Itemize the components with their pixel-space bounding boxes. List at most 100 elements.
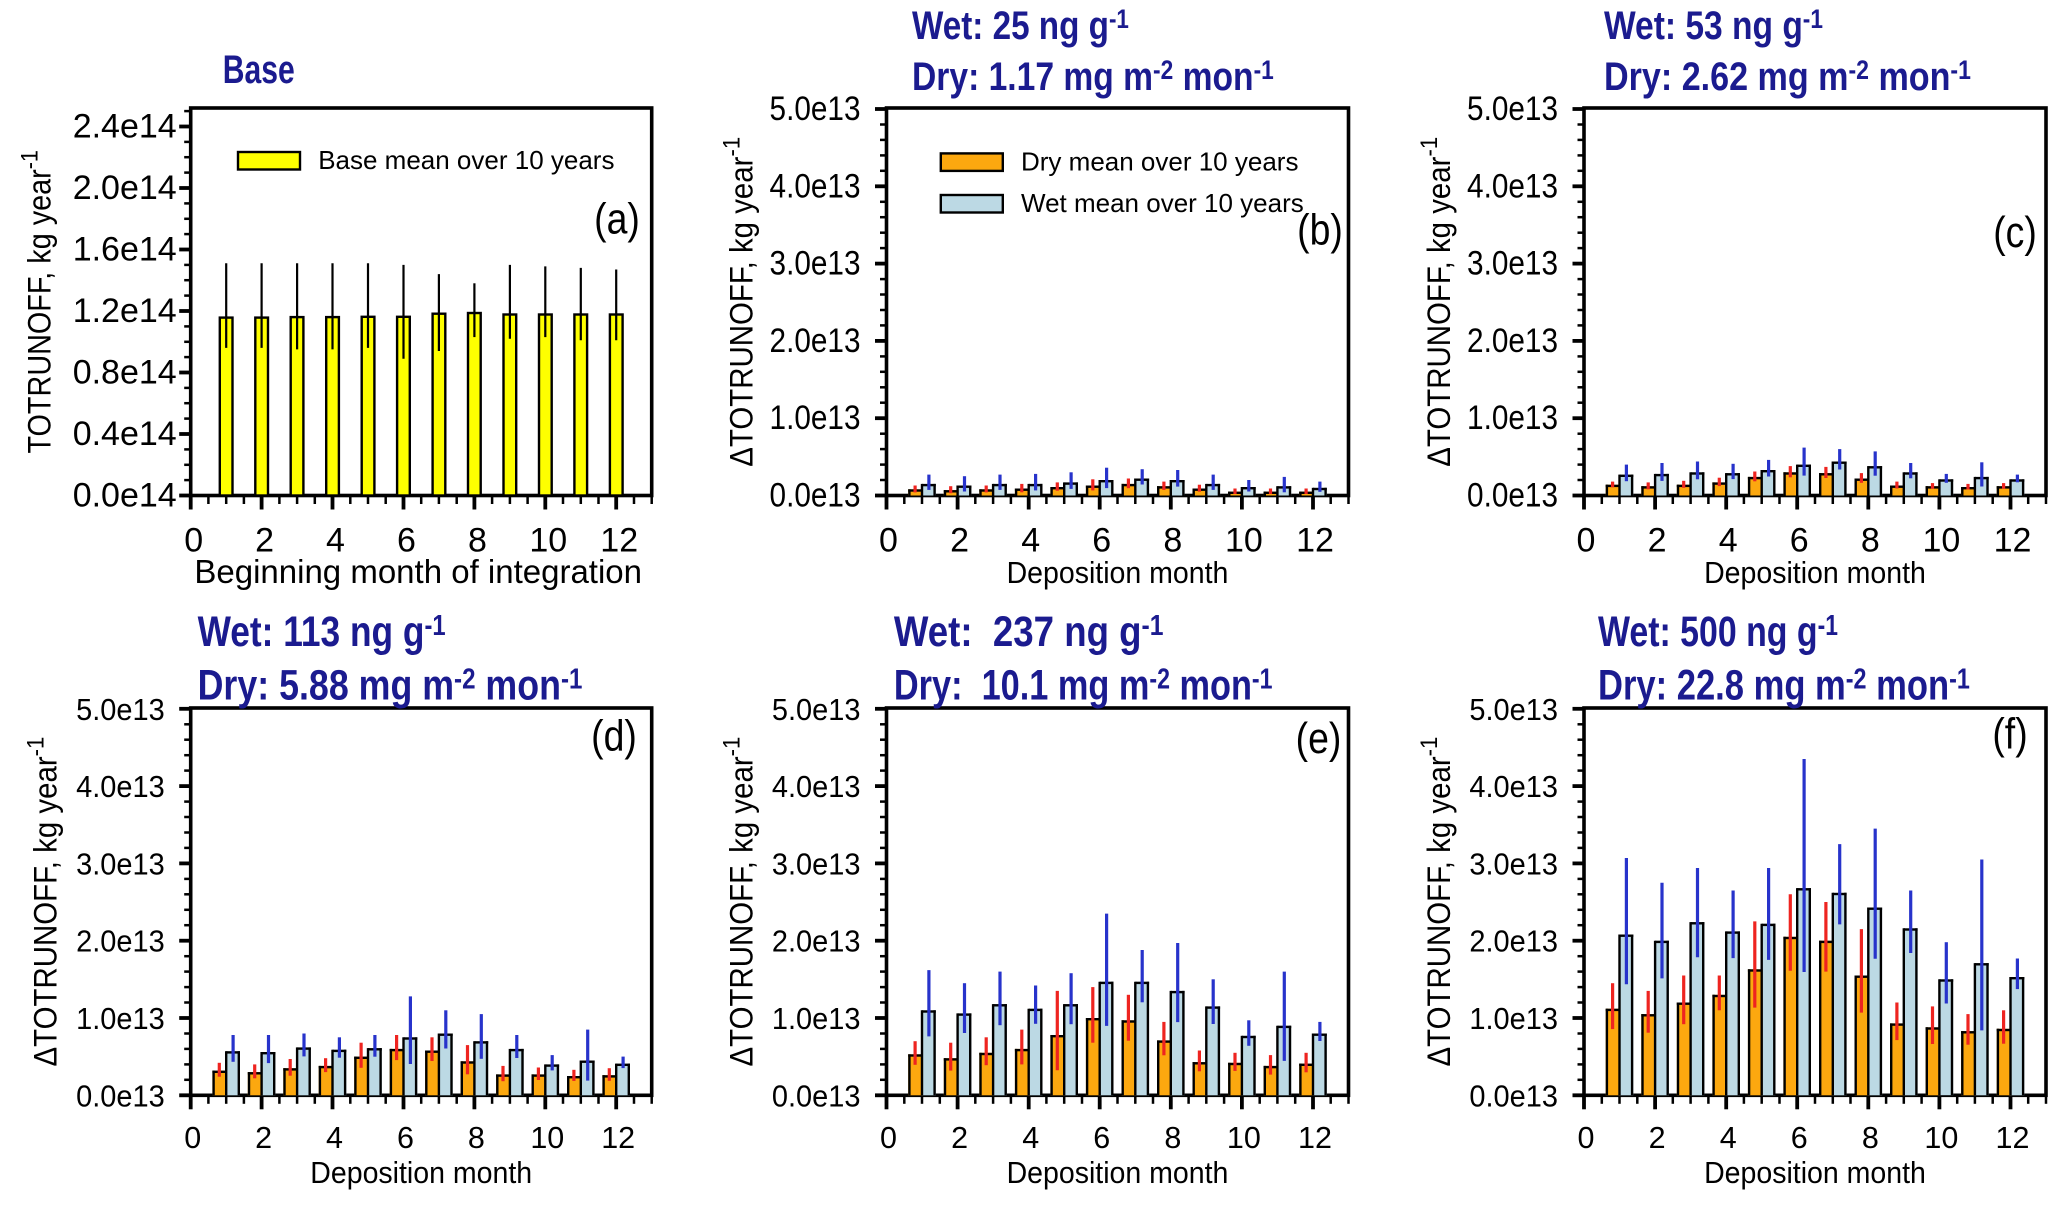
svg-text:0.0e14: 0.0e14 xyxy=(73,477,177,515)
svg-text:2.0e14: 2.0e14 xyxy=(73,169,177,207)
svg-text:4: 4 xyxy=(1021,522,1040,560)
svg-text:ΔTOTRUNOFF, kg year-1: ΔTOTRUNOFF, kg year-1 xyxy=(1415,137,1457,467)
svg-text:12: 12 xyxy=(1994,522,2032,560)
svg-text:4: 4 xyxy=(326,522,345,560)
svg-text:3.0e13: 3.0e13 xyxy=(770,244,861,282)
svg-text:4: 4 xyxy=(1720,1121,1737,1155)
svg-text:8: 8 xyxy=(1862,1121,1879,1155)
svg-text:(a): (a) xyxy=(594,194,640,244)
svg-text:Deposition month: Deposition month xyxy=(1704,556,1926,590)
svg-text:2.0e13: 2.0e13 xyxy=(1469,925,1558,959)
svg-text:Wet: 113 ng g-1: Wet: 113 ng g-1 xyxy=(198,608,446,656)
svg-text:10: 10 xyxy=(1922,522,1960,560)
svg-text:Base: Base xyxy=(223,47,295,92)
svg-text:3.0e13: 3.0e13 xyxy=(1469,848,1558,882)
svg-text:3.0e13: 3.0e13 xyxy=(1467,244,1558,282)
svg-text:1.0e13: 1.0e13 xyxy=(76,1002,165,1036)
svg-text:2: 2 xyxy=(950,522,969,560)
svg-text:Dry: 10.1 mg m-2 mon-1: Dry: 10.1 mg m-2 mon-1 xyxy=(894,662,1273,710)
svg-text:2.0e13: 2.0e13 xyxy=(76,925,165,959)
svg-text:Beginning month of integration: Beginning month of integration xyxy=(194,553,642,590)
svg-text:Wet: 500 ng g-1: Wet: 500 ng g-1 xyxy=(1598,608,1838,656)
svg-text:8: 8 xyxy=(468,1121,485,1155)
svg-text:Dry: 1.17 mg m-2 mon-1: Dry: 1.17 mg m-2 mon-1 xyxy=(912,54,1274,98)
svg-text:2: 2 xyxy=(1649,1121,1666,1155)
svg-text:4.0e13: 4.0e13 xyxy=(770,166,861,204)
svg-text:12: 12 xyxy=(1298,1121,1332,1155)
svg-text:1.0e13: 1.0e13 xyxy=(1467,398,1558,436)
svg-text:1.2e14: 1.2e14 xyxy=(73,292,177,330)
svg-text:ΔTOTRUNOFF, kg year-1: ΔTOTRUNOFF, kg year-1 xyxy=(1415,737,1457,1067)
svg-text:10: 10 xyxy=(1227,1121,1261,1155)
svg-text:(c): (c) xyxy=(1993,207,2037,257)
svg-text:10: 10 xyxy=(529,522,567,560)
svg-text:4.0e13: 4.0e13 xyxy=(1467,166,1558,204)
svg-text:3.0e13: 3.0e13 xyxy=(76,848,165,882)
svg-text:4: 4 xyxy=(1022,1121,1039,1155)
svg-text:Deposition month: Deposition month xyxy=(1007,556,1229,590)
svg-text:5.0e13: 5.0e13 xyxy=(1467,89,1558,127)
svg-text:5.0e13: 5.0e13 xyxy=(772,693,861,727)
svg-text:ΔTOTRUNOFF, kg year-1: ΔTOTRUNOFF, kg year-1 xyxy=(22,737,64,1067)
svg-text:ΔTOTRUNOFF, kg year-1: ΔTOTRUNOFF, kg year-1 xyxy=(718,137,760,467)
svg-text:4.0e13: 4.0e13 xyxy=(1469,770,1558,804)
svg-text:Base mean over 10 years: Base mean over 10 years xyxy=(318,145,614,175)
svg-text:4: 4 xyxy=(1719,522,1738,560)
svg-text:8: 8 xyxy=(1163,522,1182,560)
svg-text:Dry mean over 10 years: Dry mean over 10 years xyxy=(1021,147,1298,177)
svg-text:10: 10 xyxy=(1225,522,1263,560)
svg-text:Wet: 53 ng g-1: Wet: 53 ng g-1 xyxy=(1604,3,1823,47)
svg-text:6: 6 xyxy=(1791,1121,1808,1155)
svg-text:0.0e13: 0.0e13 xyxy=(76,1080,165,1114)
svg-text:0: 0 xyxy=(184,1121,201,1155)
svg-text:2: 2 xyxy=(255,1121,272,1155)
svg-text:(d): (d) xyxy=(591,711,637,761)
svg-text:Dry: 2.62 mg m-2 mon-1: Dry: 2.62 mg m-2 mon-1 xyxy=(1604,53,1971,98)
svg-text:0.0e13: 0.0e13 xyxy=(1469,1080,1558,1114)
svg-text:1.6e14: 1.6e14 xyxy=(73,231,177,269)
svg-text:0: 0 xyxy=(184,522,203,560)
svg-text:6: 6 xyxy=(1093,1121,1110,1155)
svg-text:3.0e13: 3.0e13 xyxy=(772,848,861,882)
svg-text:12: 12 xyxy=(1996,1121,2030,1155)
svg-text:0.8e14: 0.8e14 xyxy=(73,354,177,392)
svg-text:(f): (f) xyxy=(1992,709,2027,759)
svg-text:2: 2 xyxy=(1648,522,1667,560)
svg-text:5.0e13: 5.0e13 xyxy=(1469,693,1558,727)
svg-text:TOTRUNOFF, kg year-1: TOTRUNOFF, kg year-1 xyxy=(16,150,58,453)
svg-text:Wet: 237 ng g-1: Wet: 237 ng g-1 xyxy=(894,608,1164,655)
svg-text:5.0e13: 5.0e13 xyxy=(76,693,165,727)
svg-text:10: 10 xyxy=(530,1121,564,1155)
svg-text:1.0e13: 1.0e13 xyxy=(1469,1002,1558,1036)
svg-text:12: 12 xyxy=(1296,522,1334,560)
svg-text:6: 6 xyxy=(397,522,416,560)
svg-text:0: 0 xyxy=(1577,522,1596,560)
svg-text:Dry: 5.88 mg m-2 mon-1: Dry: 5.88 mg m-2 mon-1 xyxy=(198,661,583,709)
svg-text:(b): (b) xyxy=(1297,205,1343,255)
svg-text:2.0e13: 2.0e13 xyxy=(770,321,861,359)
svg-text:4.0e13: 4.0e13 xyxy=(772,770,861,804)
svg-text:8: 8 xyxy=(1164,1121,1181,1155)
svg-text:8: 8 xyxy=(468,522,487,560)
svg-text:Deposition month: Deposition month xyxy=(310,1156,532,1190)
svg-text:2: 2 xyxy=(951,1121,968,1155)
svg-text:0.0e13: 0.0e13 xyxy=(1467,476,1558,514)
svg-text:4.0e13: 4.0e13 xyxy=(76,770,165,804)
svg-text:(e): (e) xyxy=(1296,713,1342,763)
svg-text:Wet: 25 ng g-1: Wet: 25 ng g-1 xyxy=(912,3,1129,48)
svg-text:6: 6 xyxy=(397,1121,414,1155)
svg-text:Deposition month: Deposition month xyxy=(1007,1156,1229,1190)
svg-text:6: 6 xyxy=(1790,522,1809,560)
svg-text:12: 12 xyxy=(600,522,638,560)
svg-text:5.0e13: 5.0e13 xyxy=(770,89,861,127)
svg-text:0: 0 xyxy=(1578,1121,1595,1155)
svg-text:1.0e13: 1.0e13 xyxy=(772,1002,861,1036)
svg-text:Dry: 22.8 mg m-2 mon-1: Dry: 22.8 mg m-2 mon-1 xyxy=(1598,662,1970,709)
svg-text:2.0e13: 2.0e13 xyxy=(772,925,861,959)
svg-text:0.4e14: 0.4e14 xyxy=(73,415,177,453)
svg-text:ΔTOTRUNOFF, kg year-1: ΔTOTRUNOFF, kg year-1 xyxy=(718,737,760,1067)
svg-text:10: 10 xyxy=(1924,1121,1958,1155)
svg-text:Deposition month: Deposition month xyxy=(1704,1156,1926,1190)
svg-text:1.0e13: 1.0e13 xyxy=(770,398,861,436)
svg-text:0: 0 xyxy=(880,1121,897,1155)
